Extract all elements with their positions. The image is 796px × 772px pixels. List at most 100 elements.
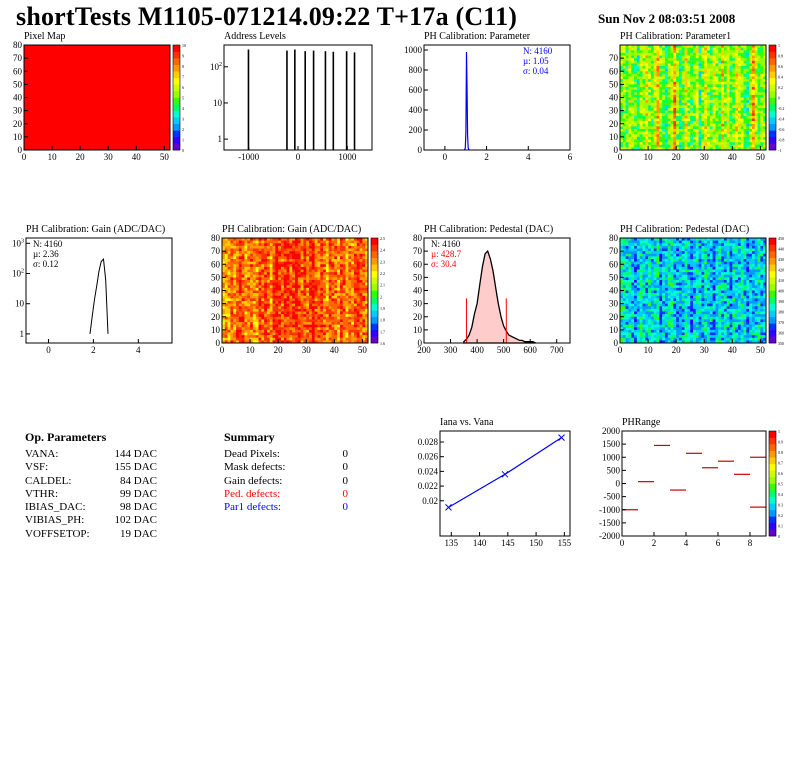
heatmap-cell [258,337,262,341]
heatmap-cell [309,327,313,331]
heatmap-cell [735,144,739,148]
heatmap-cell [334,238,338,241]
heatmap-cell [337,280,341,283]
heatmap-cell [662,102,666,106]
heatmap-cell [763,89,767,93]
heatmap-cell [670,63,674,67]
heatmap-cell [645,324,649,328]
heatmap-cell [634,256,638,260]
heatmap-cell [664,52,669,56]
heatmap-cell [673,45,677,48]
heatmap-cell [306,290,310,294]
heatmap-cell [695,66,699,69]
heatmap-cell [639,55,643,59]
heatmap-cell [653,277,657,281]
heatmap-cell [664,87,669,90]
heatmap-cell [345,269,349,273]
heatmap-cell [292,280,296,283]
heatmap-cell [715,123,719,127]
heatmap-cell [345,282,349,286]
heatmap-cell [650,136,654,140]
heatmap-cell [687,94,691,98]
heatmap-cell [230,295,234,299]
heatmap-cell [345,293,349,297]
heatmap-cell [241,238,245,241]
heatmap-cell [334,251,338,255]
heatmap-cell [653,142,657,146]
heatmap-cell [648,285,652,289]
color-scale-bin [769,97,776,105]
heatmap-cell [278,240,282,244]
heatmap-cell [317,332,321,336]
heatmap-cell [283,282,287,286]
heatmap-cell [648,92,652,96]
heatmap-cell [625,97,629,101]
heatmap-cell [656,113,660,117]
color-scale-bin [371,244,378,252]
heatmap-cell [701,87,705,90]
heatmap-cell [751,110,756,114]
heatmap-cell [353,329,358,333]
heatmap-cell [684,73,688,77]
heatmap-cell [233,256,237,260]
heatmap-cell [317,282,321,286]
heatmap-cell [726,60,730,64]
heatmap-cell [746,52,750,56]
heatmap-cell [639,332,643,336]
heatmap-cell [345,266,349,270]
heatmap-cell [749,105,753,109]
heatmap-cell [653,123,657,127]
heatmap-cell [664,134,669,138]
heatmap-cell [648,121,652,125]
heatmap-cell [684,100,688,104]
heatmap-cell [247,253,251,257]
heatmap-cell [634,308,638,312]
heatmap-cell [269,324,273,328]
heatmap-cell [639,144,643,148]
heatmap-cell [339,306,344,310]
heatmap-cell [718,58,722,62]
heatmap-cell [656,259,660,262]
tick-label: 10 [644,152,654,162]
heatmap-cell [233,259,237,262]
heatmap-cell [726,100,730,104]
heatmap-cell [707,81,711,85]
heatmap-cell [261,259,265,262]
heatmap-cell [757,55,761,59]
heatmap-cell [622,327,626,331]
heatmap-cell [622,108,626,111]
heatmap-cell [751,89,756,93]
heatmap-cell [339,266,344,270]
heatmap-cell [250,282,254,286]
heatmap-cell [664,58,669,62]
heatmap-cell [275,277,279,281]
heatmap-cell [297,248,301,252]
heatmap-cell [351,248,355,252]
heatmap-cell [760,121,764,125]
heatmap-cell [250,335,254,339]
heatmap-cell [760,136,764,140]
heatmap-cell [348,269,352,273]
heatmap-cell [645,285,649,289]
heatmap-cell [275,285,279,289]
heatmap-cell [230,264,234,268]
heatmap-cell [639,306,643,310]
heatmap-cell [280,243,285,247]
heatmap-cell [693,47,697,51]
heatmap-cell [224,245,228,249]
heatmap-cell [261,269,265,273]
heatmap-cell [656,55,660,59]
heatmap-cell [729,129,733,132]
heatmap-cell [236,282,240,286]
heatmap-cell [351,316,355,320]
heatmap-cell [278,306,282,310]
heatmap-cell [754,118,758,122]
heatmap-cell [269,277,273,281]
heatmap-cell [636,63,640,67]
heatmap-cell [757,126,761,130]
heatmap-cell [704,115,708,119]
heatmap-cell [342,306,346,310]
heatmap-cell [241,314,245,318]
heatmap-cell [676,94,680,98]
heatmap-cell [323,332,327,336]
